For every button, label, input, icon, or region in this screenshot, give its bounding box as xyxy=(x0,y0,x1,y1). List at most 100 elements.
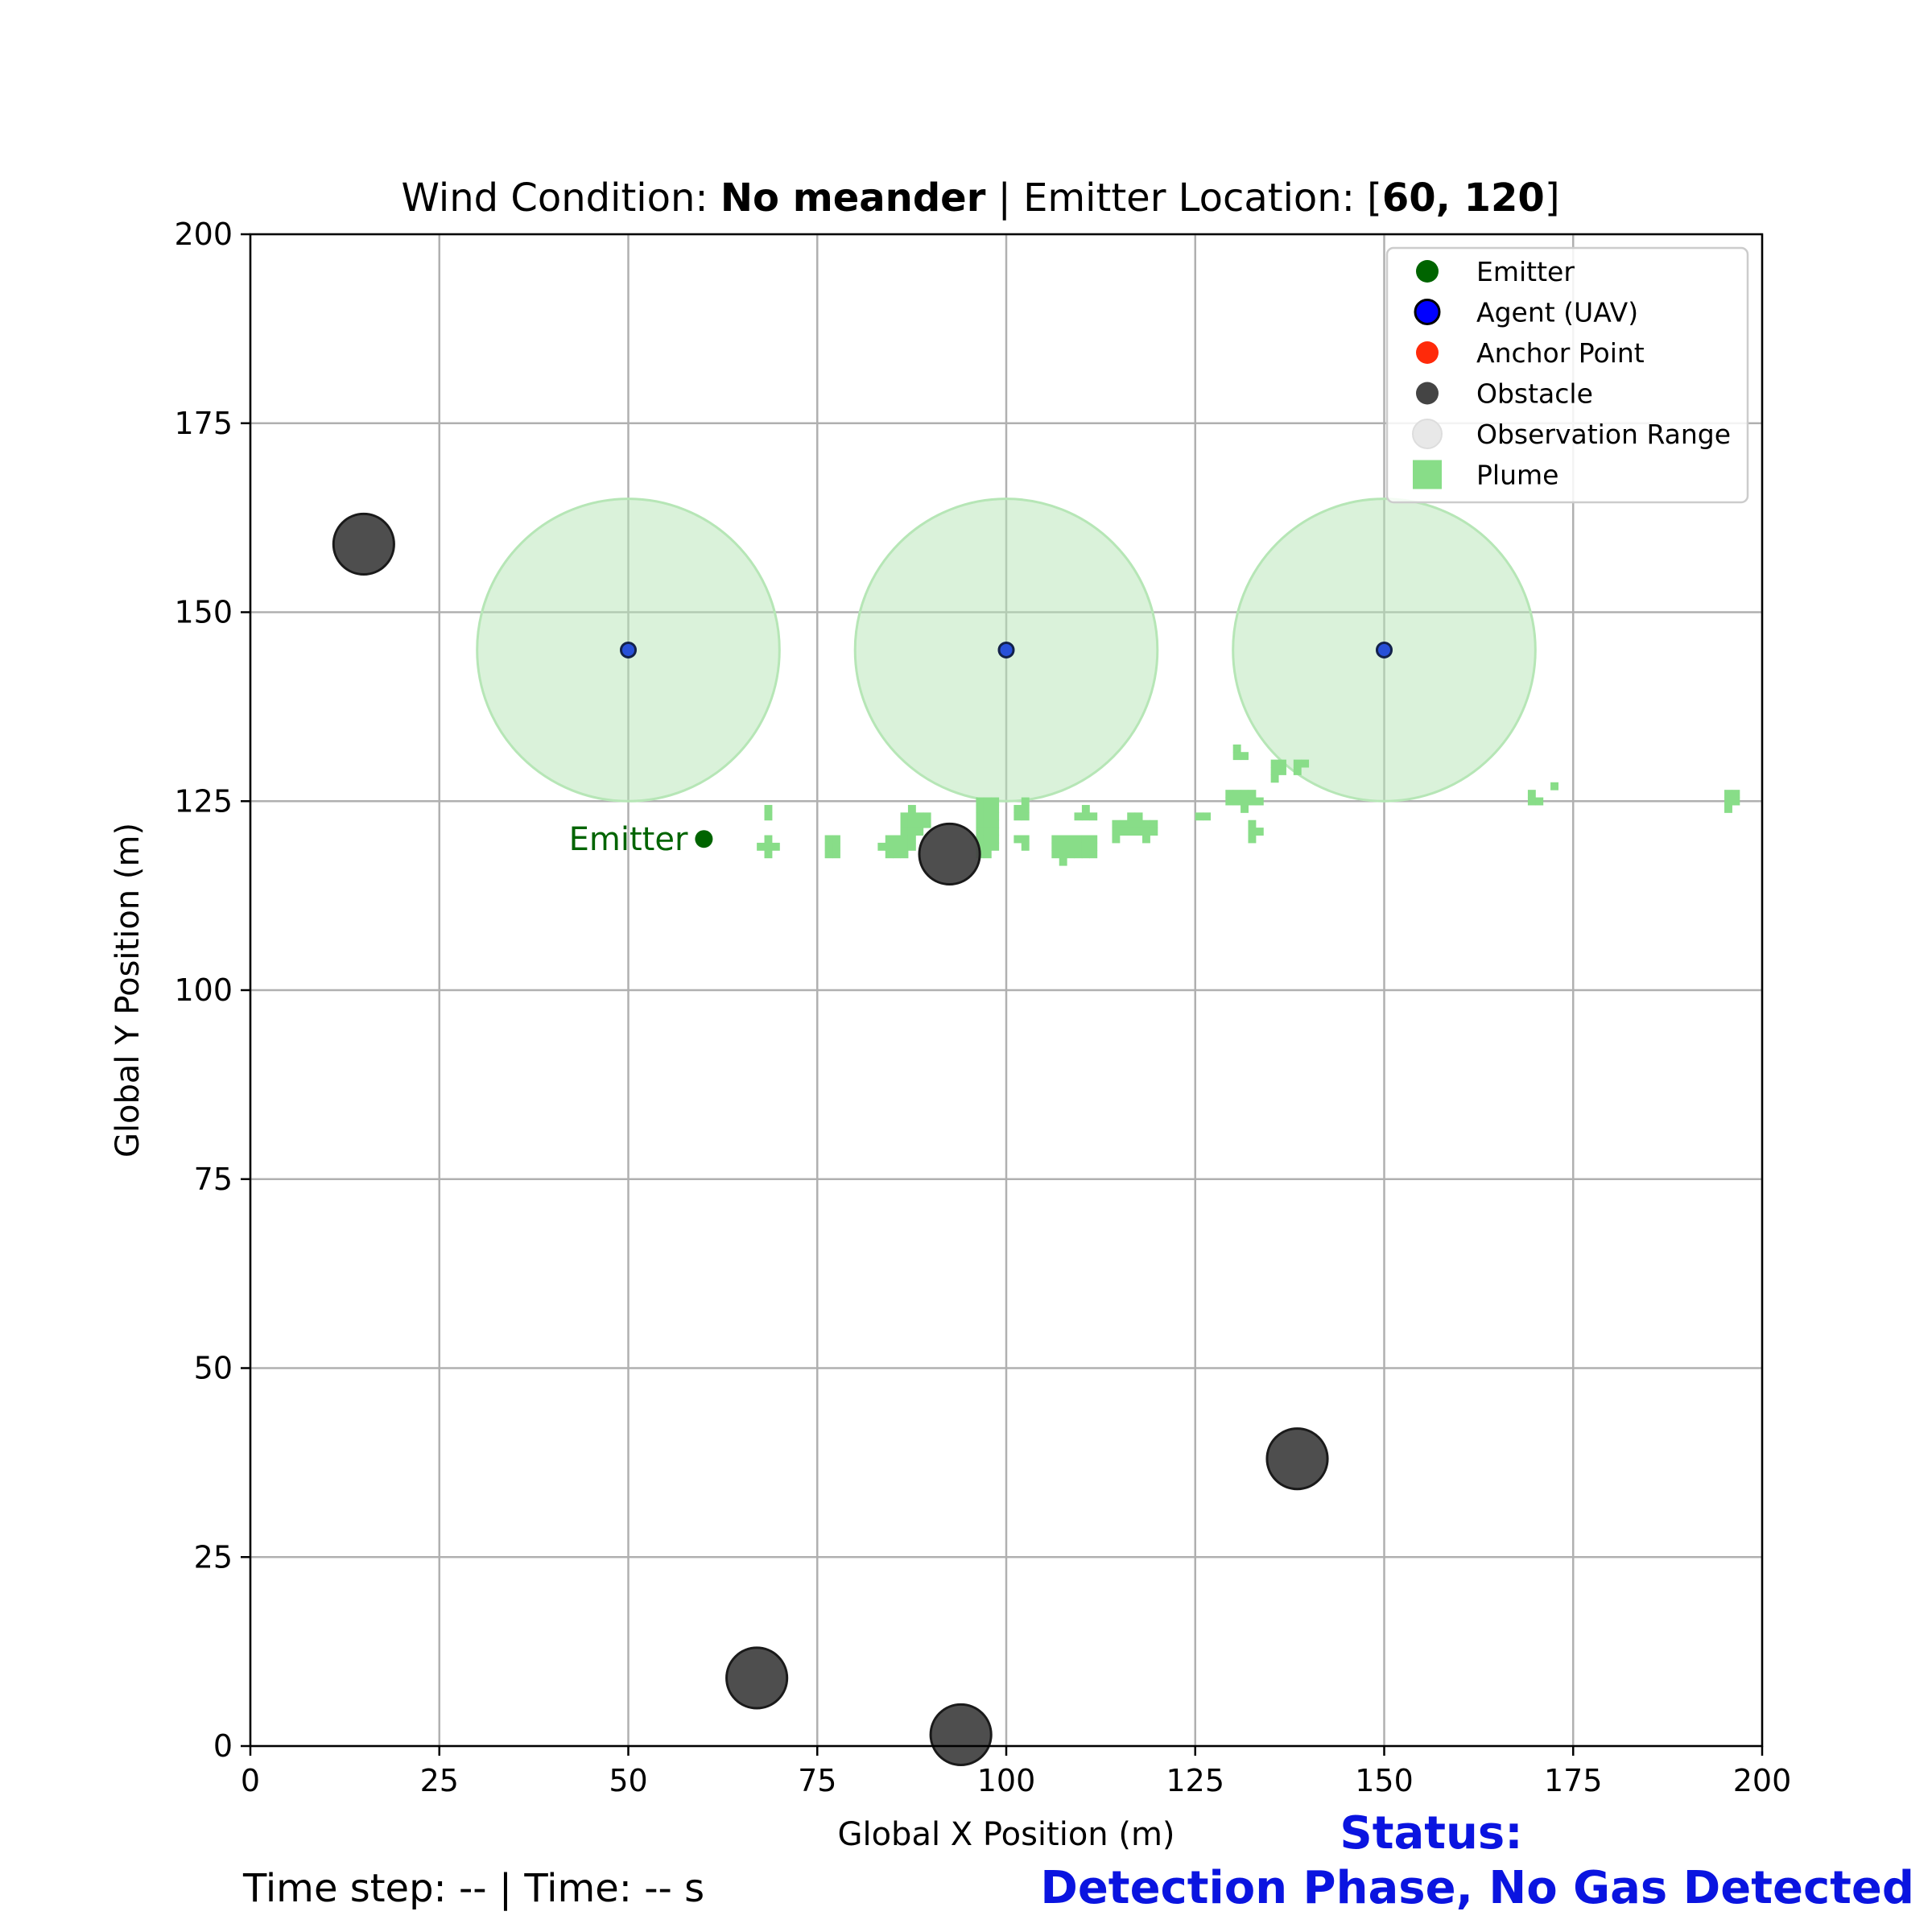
status-message: Detection Phase, No Gas Detected xyxy=(1040,1862,1914,1914)
plume-cell xyxy=(915,812,924,821)
plume-cell xyxy=(1225,790,1234,799)
markers: Emitter xyxy=(332,512,1393,1766)
plume-cell xyxy=(1724,804,1732,813)
plume-cell xyxy=(907,842,916,851)
plume-cell xyxy=(764,842,773,851)
plume-cell xyxy=(1119,819,1128,828)
plume-cell xyxy=(764,850,773,859)
time-readout: Time step: -- | Time: -- s xyxy=(243,1866,705,1911)
plume-cell xyxy=(1527,797,1536,806)
plume-cell xyxy=(1089,835,1098,844)
plume-cell xyxy=(1013,835,1022,844)
y-tick-label: 100 xyxy=(174,972,233,1008)
plume-cell xyxy=(1081,850,1090,859)
plume-cell xyxy=(885,842,894,851)
x-tick-label: 200 xyxy=(1733,1763,1792,1798)
plume-cell xyxy=(1535,797,1544,806)
emitter-label: Emitter xyxy=(569,821,688,858)
plume-cell xyxy=(1134,819,1143,828)
plume-cell xyxy=(1127,828,1136,836)
plume-cell xyxy=(1225,797,1234,806)
legend-label: Anchor Point xyxy=(1476,337,1645,369)
plume-cell xyxy=(1081,835,1090,844)
plume-cell xyxy=(983,835,992,844)
plume-cell xyxy=(1142,835,1150,844)
plume-cell xyxy=(1081,812,1090,821)
plume-cell xyxy=(976,819,985,828)
legend-item: Observation Range xyxy=(1412,419,1731,450)
emitter-marker xyxy=(695,830,713,848)
plume-cell xyxy=(991,842,1000,851)
plume-cell xyxy=(1732,790,1740,799)
plume-cell xyxy=(1255,828,1264,836)
legend: Emitter Agent (UAV) Anchor Point Obstacle Ob… xyxy=(1385,246,1749,504)
plume-cell xyxy=(832,835,840,844)
obstacle-marker xyxy=(725,1646,789,1710)
plume-cell xyxy=(1232,752,1241,761)
x-axis-label: Global X Position (m) xyxy=(837,1816,1174,1853)
plume-cell xyxy=(1013,804,1022,813)
plume-cell xyxy=(1074,835,1083,844)
plume-cell xyxy=(983,842,992,851)
plume-cell xyxy=(832,842,840,851)
plume-cell xyxy=(1248,790,1257,799)
plume-cell xyxy=(983,812,992,821)
plume-cell xyxy=(1241,804,1249,813)
obstacle-marker xyxy=(918,822,981,886)
plume-cell xyxy=(1074,812,1083,821)
plume-cell xyxy=(1021,797,1030,806)
plume-cell xyxy=(1150,828,1158,836)
plume-cell xyxy=(1112,828,1121,836)
plume-cell xyxy=(1150,819,1158,828)
legend-swatch-range xyxy=(1412,419,1443,449)
plume-cell xyxy=(1241,752,1249,761)
plume-cell xyxy=(976,804,985,813)
plume-cell xyxy=(1293,766,1302,775)
plume-cell xyxy=(1550,782,1558,791)
plume-cell xyxy=(1067,835,1075,844)
plume-cell xyxy=(900,850,909,859)
plume-cell xyxy=(1051,850,1060,859)
axis-ticks: 0 25 50 75 100 125 150 175 200 0 25 50 75 100 125 150 17… xyxy=(174,217,1791,1798)
plume-cell xyxy=(1232,744,1241,753)
plume-cell xyxy=(1527,790,1536,799)
plume-cell xyxy=(1127,819,1136,828)
plume-cell xyxy=(1248,828,1257,836)
y-axis-label: Global Y Position (m) xyxy=(109,823,147,1158)
x-tick-label: 25 xyxy=(420,1763,459,1798)
legend-label: Obstacle xyxy=(1476,378,1593,410)
y-tick-label: 150 xyxy=(174,595,233,630)
plume-cell xyxy=(976,797,985,806)
plume-cell xyxy=(1067,850,1075,859)
plume-cell xyxy=(1203,812,1212,821)
plume-cell xyxy=(1195,812,1203,821)
y-tick-label: 200 xyxy=(174,217,233,252)
plume-cell xyxy=(907,835,916,844)
plume-cell xyxy=(1724,790,1732,799)
plume-cell xyxy=(900,842,909,851)
plume-cell xyxy=(1232,797,1241,806)
plume-cell xyxy=(1089,812,1098,821)
plume-cell xyxy=(1119,828,1128,836)
plume-cell xyxy=(1248,835,1257,844)
x-tick-label: 150 xyxy=(1355,1763,1414,1798)
plume-cell xyxy=(1059,857,1067,866)
plume-cell xyxy=(976,812,985,821)
plume-cell xyxy=(1142,819,1150,828)
plume-cell xyxy=(832,850,840,859)
plume-cell xyxy=(1278,766,1286,775)
plume-cell xyxy=(983,828,992,836)
plume-cell xyxy=(915,828,924,836)
plume-cell xyxy=(764,835,773,844)
legend-swatch-dot xyxy=(1416,341,1439,364)
plume-cell xyxy=(907,812,916,821)
agent-marker xyxy=(997,641,1015,658)
plume-cell xyxy=(1301,759,1310,768)
plume-cell xyxy=(907,804,916,813)
plume-cell xyxy=(1127,812,1136,821)
plume-cell xyxy=(907,819,916,828)
plume-cell xyxy=(1724,797,1732,806)
y-tick-label: 75 xyxy=(194,1162,233,1197)
plume-cell xyxy=(1059,835,1067,844)
